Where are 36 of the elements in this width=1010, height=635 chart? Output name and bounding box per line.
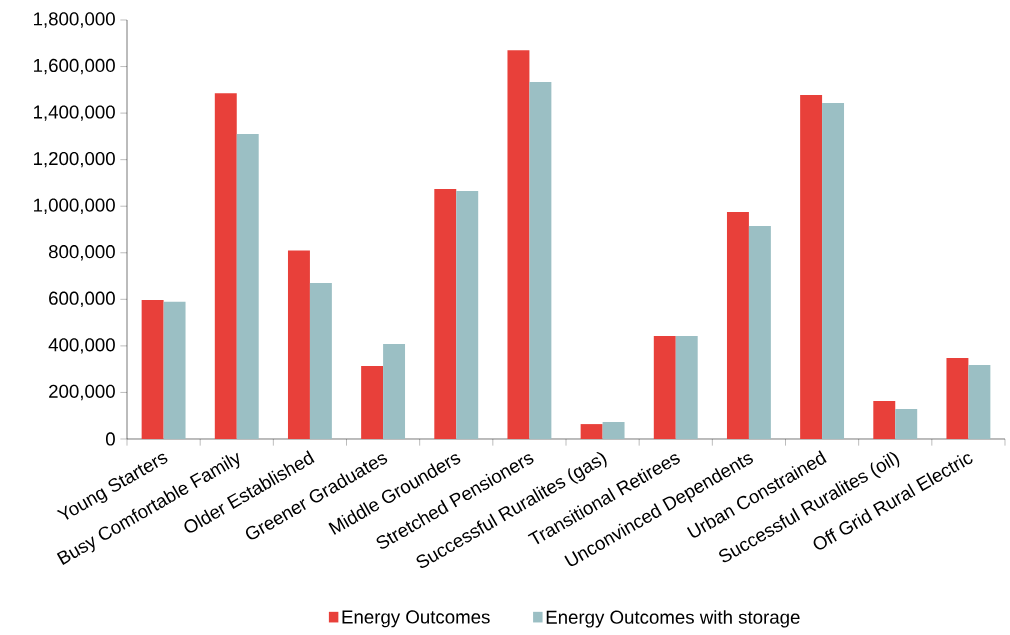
bar <box>895 408 918 439</box>
bar <box>748 226 771 439</box>
bar <box>602 421 625 439</box>
bar <box>287 250 310 439</box>
bar <box>580 424 603 439</box>
bar <box>946 357 969 439</box>
bar <box>141 300 164 439</box>
y-tick-label: 400,000 <box>48 338 115 354</box>
bar <box>163 301 186 439</box>
bar <box>383 344 406 439</box>
bar <box>529 81 552 439</box>
bar <box>822 103 845 439</box>
legend-label: Energy Outcomes with storage <box>546 610 800 628</box>
y-tick-label: 1,400,000 <box>34 105 115 121</box>
bar <box>361 365 384 439</box>
bar <box>968 364 991 439</box>
bar <box>309 283 332 439</box>
y-tick-label: 200,000 <box>49 384 115 401</box>
bar <box>726 212 749 439</box>
bar <box>675 336 698 439</box>
y-tick-label: 1,600,000 <box>34 58 115 75</box>
y-tick-label: 0 <box>105 432 115 446</box>
bar <box>434 188 457 439</box>
bar <box>653 336 676 439</box>
bar <box>507 50 530 439</box>
y-tick-label: 1,200,000 <box>34 151 115 168</box>
bar <box>214 93 237 439</box>
bar <box>456 191 479 439</box>
y-tick-label: 1,800,000 <box>34 12 115 28</box>
bar <box>236 134 259 439</box>
legend-label: Energy Outcomes <box>342 610 490 628</box>
y-tick-label: 600,000 <box>49 291 115 308</box>
bar <box>873 401 896 439</box>
bar <box>800 94 823 439</box>
y-tick-label: 1,000,000 <box>34 198 115 214</box>
y-tick-label: 800,000 <box>48 245 115 261</box>
